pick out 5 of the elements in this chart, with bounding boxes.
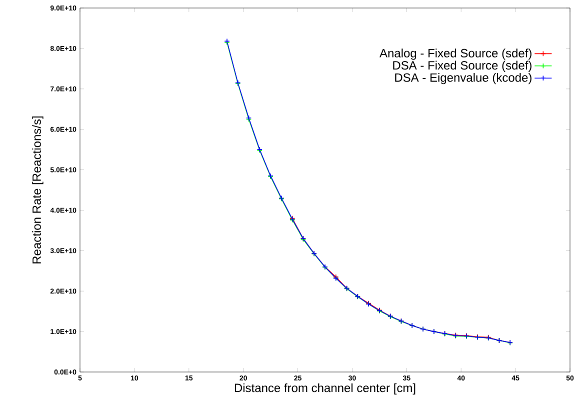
legend-label: DSA - Eigenvalue (kcode) (395, 73, 532, 84)
y-axis-title: Reaction Rate [Reactions/s] (32, 116, 44, 264)
legend-label: Analog - Fixed Source (sdef) (380, 48, 532, 60)
x-axis-title: Distance from channel center [cm] (234, 383, 416, 395)
legend-label: DSA - Fixed Source (sdef) (393, 60, 532, 72)
